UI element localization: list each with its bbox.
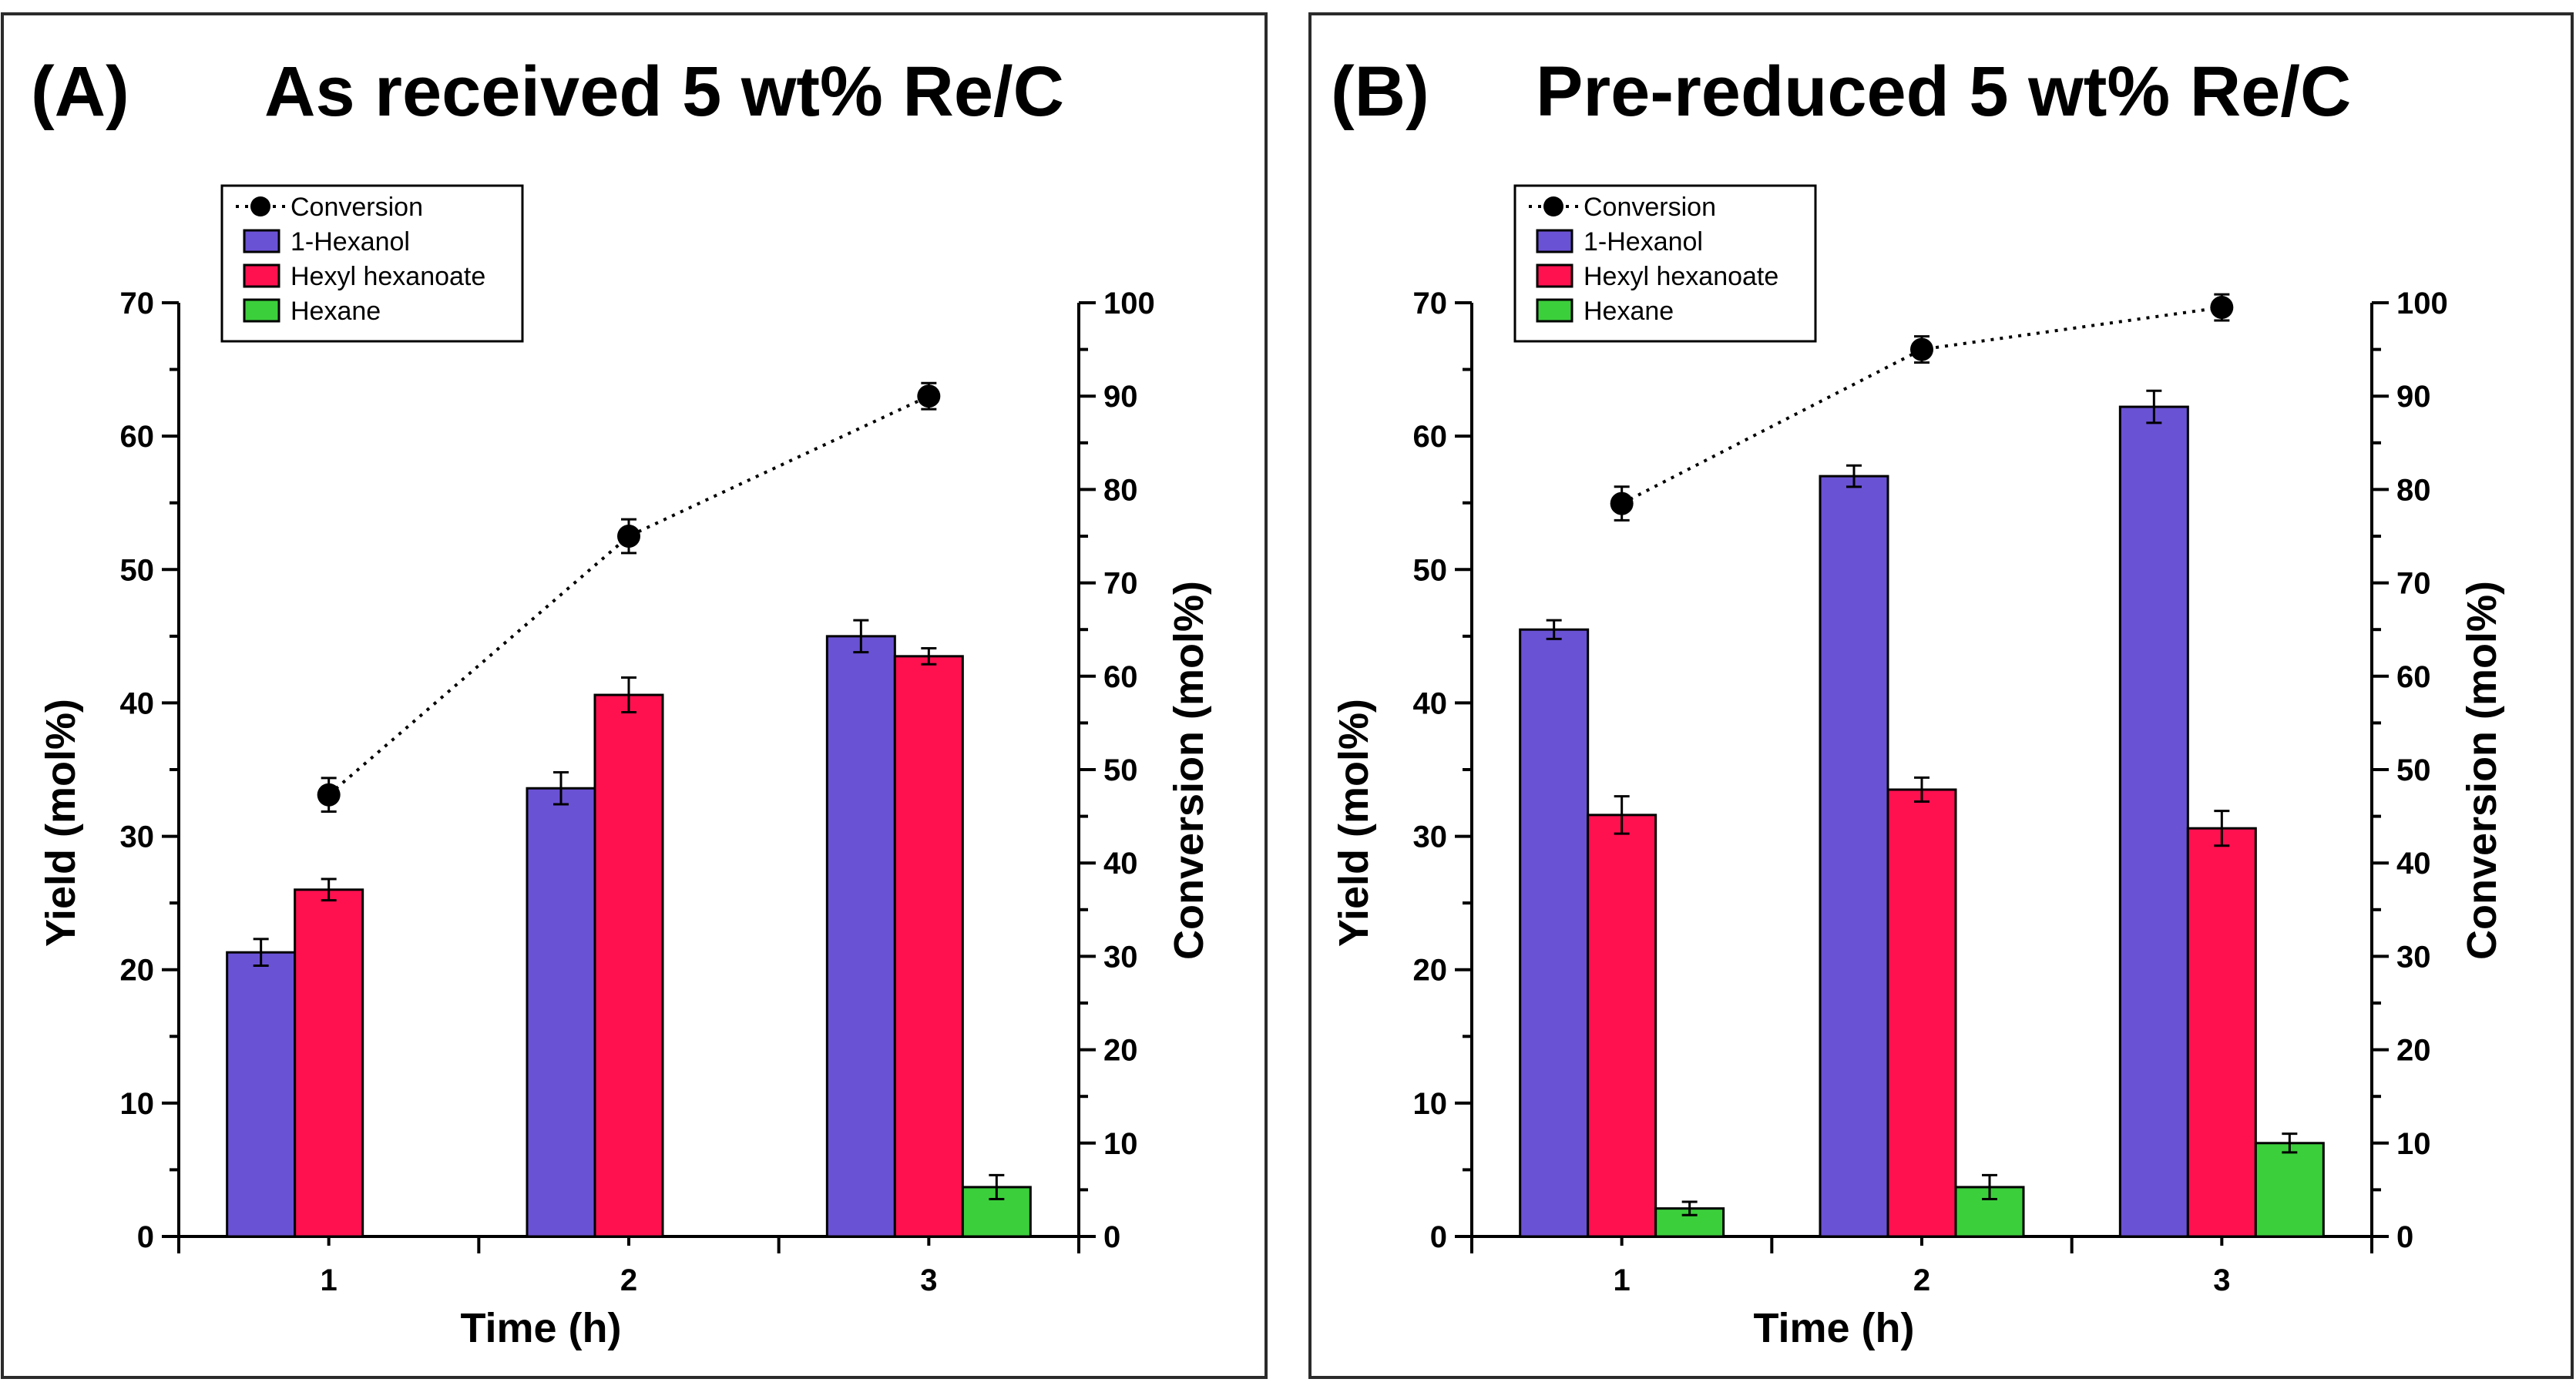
conversion-point [317, 783, 341, 807]
y2-tick-label: 80 [2396, 473, 2431, 507]
y2-tick-label: 20 [2396, 1034, 2431, 1068]
legend-conversion-marker [1543, 196, 1563, 216]
legend-hexyl-hexanoate-swatch [1536, 263, 1573, 288]
y2-tick-label: 70 [2396, 567, 2431, 601]
bar-hexanol [1819, 475, 1889, 1238]
x-tick-label: 1 [1614, 1263, 1631, 1297]
bar-hexanol [226, 951, 297, 1238]
y2-tick-label: 20 [1103, 1034, 1138, 1068]
y2-tick-label: 40 [1103, 847, 1138, 881]
bar-hexyl-hexanoate [1587, 814, 1657, 1238]
y2-tick-label: 100 [2396, 287, 2448, 320]
y-tick-label: 70 [120, 287, 155, 320]
y2-tick-label: 0 [2396, 1220, 2413, 1254]
conversion-line [1620, 306, 2222, 505]
y2-tick-label: 50 [2396, 753, 2431, 787]
x-tick-label: 1 [321, 1263, 338, 1297]
y-tick-label: 50 [120, 553, 155, 587]
y-tick-label: 20 [1413, 954, 1448, 988]
bar-hexyl-hexanoate [2186, 827, 2257, 1238]
legend-conversion-label: Conversion [1584, 193, 1716, 222]
legend-conversion-marker [250, 196, 270, 216]
y-tick-label: 40 [120, 686, 155, 720]
bar-hexyl-hexanoate [893, 655, 964, 1238]
conversion-point [1910, 337, 1933, 361]
legend-hexyl-hexanoate-swatch [243, 263, 280, 288]
conversion-line [327, 394, 930, 797]
x-tick-label: 3 [2213, 1263, 2230, 1297]
panel-a-legend: Conversion 1-Hexanol Hexyl hexanoate Hex… [220, 184, 524, 343]
y2-tick-label: 50 [1103, 753, 1138, 787]
x-tick-label: 2 [620, 1263, 637, 1297]
y2-tick-label: 10 [2396, 1127, 2431, 1161]
bar-hexane [2254, 1142, 2325, 1238]
legend-hexyl-hexanoate-label: Hexyl hexanoate [1584, 262, 1778, 291]
y2-tick-label: 60 [2396, 660, 2431, 694]
panel-b: (B) Pre-reduced 5 wt% Re/C Time (h) Yiel… [1308, 12, 2574, 1379]
y-tick-label: 60 [120, 420, 155, 454]
y-tick-label: 0 [1430, 1220, 1447, 1254]
panel-a-label: (A) [31, 52, 129, 131]
y2-tick-label: 30 [2396, 940, 2431, 974]
y-tick-label: 40 [1413, 686, 1448, 720]
legend-hexane-swatch [243, 298, 280, 323]
panel-b-y2label: Conversion (mol%) [2459, 581, 2505, 960]
bar-hexanol [1519, 628, 1590, 1238]
y2-tick-label: 80 [1103, 473, 1138, 507]
y-tick-label: 50 [1413, 553, 1448, 587]
y2-tick-label: 90 [1103, 380, 1138, 414]
conversion-point [1610, 492, 1634, 515]
panel-b-label: (B) [1331, 52, 1429, 131]
bar-hexane [1954, 1186, 2025, 1238]
y2-tick-label: 90 [2396, 380, 2431, 414]
y2-tick-label: 0 [1103, 1220, 1120, 1254]
panel-b-legend: Conversion 1-Hexanol Hexyl hexanoate Hex… [1513, 184, 1817, 343]
panel-a: (A) As received 5 wt% Re/C Time (h) Yiel… [1, 12, 1268, 1379]
y-tick-label: 20 [120, 954, 155, 988]
panel-a-y2label: Conversion (mol%) [1166, 581, 1212, 960]
bar-hexyl-hexanoate [1886, 788, 1957, 1238]
conversion-point [917, 384, 941, 408]
panel-a-ylabel: Yield (mol%) [38, 699, 84, 947]
bar-hexanol [526, 787, 596, 1238]
y-tick-label: 10 [120, 1087, 155, 1121]
panel-a-title: As received 5 wt% Re/C [264, 52, 1064, 131]
y2-tick-label: 60 [1103, 660, 1138, 694]
panel-b-title: Pre-reduced 5 wt% Re/C [1536, 52, 2351, 131]
legend-hexanol-swatch [243, 229, 280, 253]
y-tick-label: 30 [1413, 820, 1448, 854]
y2-tick-label: 30 [1103, 940, 1138, 974]
legend-hexanol-label: 1-Hexanol [1584, 227, 1703, 257]
legend-hexane-label: Hexane [291, 297, 381, 326]
y2-tick-label: 100 [1103, 287, 1155, 320]
bar-hexyl-hexanoate [294, 888, 364, 1238]
x-tick-label: 3 [920, 1263, 937, 1297]
legend-hexane-label: Hexane [1584, 297, 1674, 326]
legend-hexane-swatch [1536, 298, 1573, 323]
y2-tick-label: 40 [2396, 847, 2431, 881]
panel-b-ylabel: Yield (mol%) [1331, 699, 1377, 947]
y-tick-label: 30 [120, 820, 155, 854]
legend-hexyl-hexanoate-label: Hexyl hexanoate [291, 262, 485, 291]
x-tick-label: 2 [1913, 1263, 1930, 1297]
y-tick-label: 70 [1413, 287, 1448, 320]
y2-tick-label: 70 [1103, 567, 1138, 601]
y2-tick-label: 10 [1103, 1127, 1138, 1161]
legend-hexanol-swatch [1536, 229, 1573, 253]
y-tick-label: 0 [137, 1220, 154, 1254]
y-tick-label: 10 [1413, 1087, 1448, 1121]
conversion-point [617, 525, 640, 548]
bar-hexanol [825, 635, 896, 1238]
panel-b-xlabel: Time (h) [1753, 1305, 1914, 1351]
legend-hexanol-label: 1-Hexanol [291, 227, 410, 257]
y-tick-label: 60 [1413, 420, 1448, 454]
panel-a-xlabel: Time (h) [460, 1305, 621, 1351]
conversion-point [2210, 296, 2234, 320]
bar-hexyl-hexanoate [593, 693, 664, 1238]
bar-hexanol [2118, 405, 2189, 1238]
legend-conversion-label: Conversion [291, 193, 423, 222]
